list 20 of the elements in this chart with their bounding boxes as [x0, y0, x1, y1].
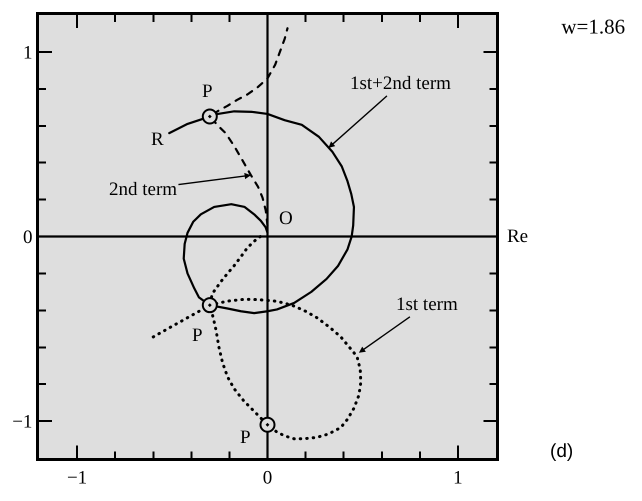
annotation: P [202, 81, 213, 102]
x-tick-label: 0 [262, 468, 272, 489]
ref-line-label: Re [507, 226, 528, 247]
text: w=1.86 [561, 14, 626, 38]
annotation: P [240, 427, 251, 448]
y-tick-label: −1 [12, 412, 32, 433]
annotation: O [279, 208, 293, 229]
annotation: P [192, 325, 203, 346]
y-tick-label: 1 [22, 42, 32, 64]
annotation: 1st+2nd term [350, 73, 452, 94]
annotation: 2nd term [109, 179, 178, 200]
text: (d) [550, 441, 574, 462]
x-tick-label: 1 [453, 468, 463, 489]
point [260, 416, 276, 433]
annotation: R [151, 129, 164, 150]
x-tick-label: −1 [66, 468, 88, 489]
y-tick-label: 0 [22, 227, 32, 248]
point [202, 108, 218, 125]
point [202, 297, 218, 314]
annotation: 1st term [396, 294, 458, 315]
